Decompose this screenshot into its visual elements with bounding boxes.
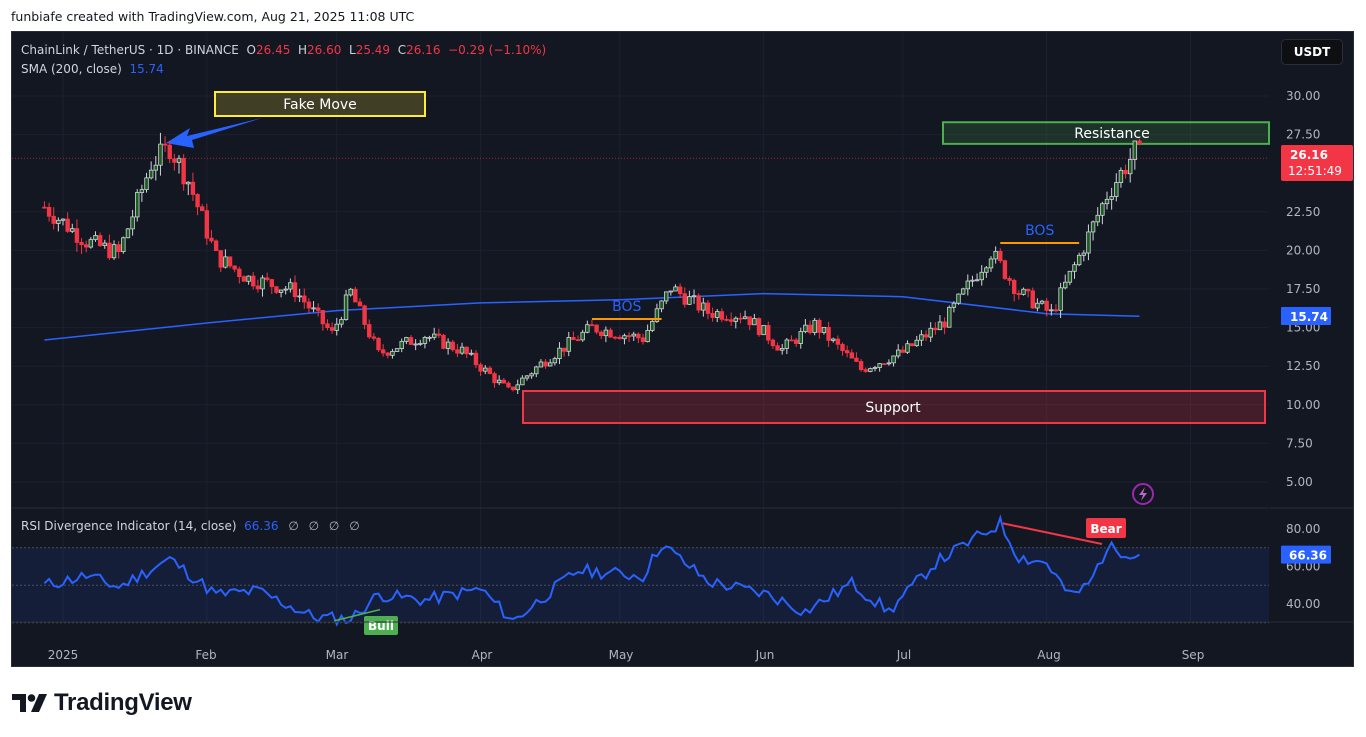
svg-text:Apr: Apr [472, 648, 493, 662]
grid [12, 32, 1269, 622]
svg-text:15.74: 15.74 [1290, 310, 1328, 324]
rsi-line[interactable] [43, 514, 1141, 627]
svg-text:22.50: 22.50 [1286, 205, 1320, 219]
lightning-icon[interactable] [1132, 483, 1154, 505]
svg-text:17.50: 17.50 [1286, 282, 1320, 296]
svg-text:7.50: 7.50 [1286, 436, 1313, 450]
svg-text:40.00: 40.00 [1286, 597, 1320, 611]
rsi-na-3: ∅ [328, 519, 340, 533]
svg-text:2025: 2025 [48, 648, 79, 662]
rsi-legend[interactable]: RSI Divergence Indicator (14, close) 66.… [21, 519, 360, 533]
svg-text:Fake Move: Fake Move [283, 97, 357, 113]
chart-credit: funbiafe created with TradingView.com, A… [11, 9, 415, 24]
rsi-na-1: ∅ [288, 519, 299, 533]
svg-text:66.36: 66.36 [1289, 549, 1327, 563]
sma-value: 15.74 [129, 62, 164, 76]
sma-line[interactable] [44, 292, 1140, 341]
fake-move-annotation[interactable]: Fake Move [166, 91, 426, 148]
rsi-pane[interactable] [12, 514, 1269, 627]
svg-text:Sep: Sep [1182, 648, 1205, 662]
svg-text:Mar: Mar [326, 648, 349, 662]
svg-text:80.00: 80.00 [1286, 522, 1320, 536]
tradingview-brand: TradingView [54, 689, 192, 716]
price-chart-canvas[interactable]: Resistance Support Fake Move BOS BOS 30.00 27.… [12, 32, 1354, 667]
sma-price-tag: 15.74 [1281, 307, 1331, 325]
resistance-zone[interactable]: Resistance [942, 121, 1270, 145]
ohlc-row: ChainLink / TetherUS · 1D · BINANCE O26.… [21, 43, 547, 57]
svg-text:May: May [609, 648, 634, 662]
svg-text:26.16: 26.16 [1290, 148, 1328, 162]
svg-text:Resistance: Resistance [1074, 126, 1149, 142]
svg-text:Bear: Bear [1090, 522, 1121, 536]
svg-text:10.00: 10.00 [1286, 398, 1320, 412]
price-axis[interactable]: 30.0027.5022.5020.0017.5015.0012.5010.00… [1286, 89, 1320, 489]
svg-text:BOS: BOS [612, 299, 641, 315]
bos-level-2[interactable]: BOS [1000, 223, 1080, 244]
rsi-value-tag: 66.36 [1281, 545, 1331, 564]
rsi-title: RSI Divergence Indicator (14, close) [21, 519, 237, 533]
bos-level-1[interactable]: BOS [591, 299, 662, 320]
svg-text:BOS: BOS [1025, 223, 1054, 239]
svg-text:Feb: Feb [195, 648, 216, 662]
time-axis[interactable]: 2025 Feb Mar Apr May Jun Jul Aug Sep [48, 648, 1205, 662]
svg-text:5.00: 5.00 [1286, 475, 1313, 489]
svg-text:Jul: Jul [896, 648, 911, 662]
last-price-tag: 26.16 12:51:49 [1281, 145, 1353, 181]
currency-button[interactable]: USDT [1281, 39, 1343, 65]
chart-frame[interactable]: Resistance Support Fake Move BOS BOS 30.00 27.… [11, 31, 1354, 667]
svg-text:20.00: 20.00 [1286, 243, 1320, 257]
low-value: 25.49 [355, 43, 391, 57]
rsi-na-4: ∅ [349, 519, 360, 533]
sma-label: SMA (200, close) [21, 62, 122, 76]
svg-text:Jun: Jun [755, 648, 775, 662]
svg-text:Bull: Bull [368, 619, 394, 633]
open-value: 26.45 [255, 43, 291, 57]
svg-text:12.50: 12.50 [1286, 359, 1320, 373]
tradingview-logo-icon [12, 694, 47, 712]
svg-text:12:51:49: 12:51:49 [1288, 164, 1342, 178]
support-zone[interactable]: Support [522, 390, 1266, 424]
tradingview-logo[interactable]: TradingView [12, 689, 192, 717]
change-value: −0.29 (−1.10%) [448, 43, 547, 57]
svg-text:30.00: 30.00 [1286, 89, 1320, 103]
rsi-na-2: ∅ [308, 519, 320, 533]
sma-legend-row[interactable]: SMA (200, close) 15.74 [21, 60, 546, 79]
symbol-legend: ChainLink / TetherUS · 1D · BINANCE O26.… [21, 41, 546, 79]
svg-text:Aug: Aug [1037, 648, 1060, 662]
svg-text:Support: Support [865, 400, 921, 416]
svg-text:27.50: 27.50 [1286, 128, 1320, 142]
bear-divergence: Bear [1002, 518, 1126, 545]
rsi-value: 66.36 [244, 519, 279, 533]
close-value: 26.16 [406, 43, 441, 57]
high-value: 26.60 [307, 43, 342, 57]
arrow-icon [166, 118, 262, 148]
symbol-label[interactable]: ChainLink / TetherUS · 1D · BINANCE [21, 43, 239, 57]
candlesticks[interactable] [42, 132, 1142, 394]
